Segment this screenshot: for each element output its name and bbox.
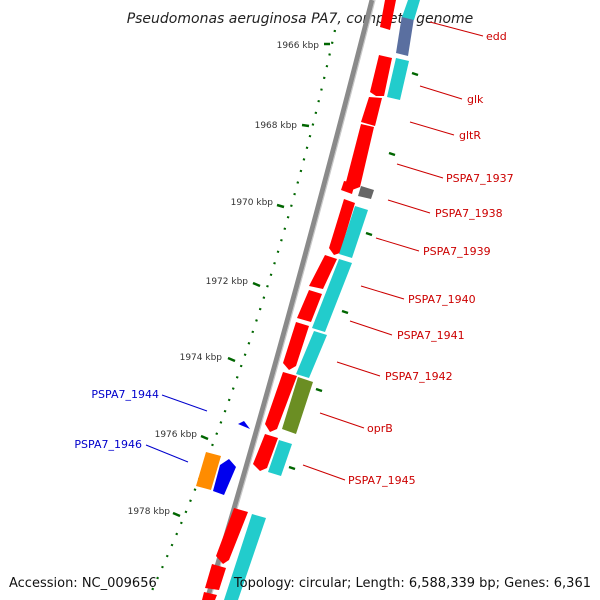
gene-block[interactable] (380, 0, 396, 30)
tick-label: 1976 kbp (155, 430, 198, 440)
tick-label: 1970 kbp (231, 198, 274, 208)
gene-label-oprb[interactable]: oprB (367, 422, 393, 435)
gene-block[interactable] (297, 290, 322, 322)
gene-label-gltr[interactable]: gltR (459, 129, 481, 142)
dotted-tick-arc (148, 29, 337, 596)
footer-right-bg (255, 570, 600, 594)
cds-track (224, 0, 420, 600)
blue-gene-labels: PSPA7_1944 PSPA7_1946 (74, 388, 159, 451)
red-leader-lines (302, 21, 484, 481)
gene-label-pspa7-1944[interactable]: PSPA7_1944 (91, 388, 159, 401)
genome-backbone (204, 0, 375, 600)
topology-text: Topology: circular; Length: 6,588,339 bp… (233, 576, 591, 591)
cds-block[interactable] (387, 58, 409, 100)
kbp-labels: 1966 kbp 1968 kbp 1970 kbp 1972 kbp 1974… (128, 41, 320, 517)
gene-block[interactable] (265, 372, 297, 432)
rna-block[interactable] (282, 377, 313, 434)
reverse-gene-block[interactable] (238, 421, 250, 429)
tick-label: 1978 kbp (128, 507, 171, 517)
cds-block[interactable] (402, 0, 420, 20)
reverse-cds-block[interactable] (196, 452, 221, 490)
tick-label: 1966 kbp (277, 41, 320, 51)
gene-block[interactable] (346, 124, 374, 190)
gene-label-pspa7-1938[interactable]: PSPA7_1938 (435, 207, 503, 220)
cds-block[interactable] (339, 206, 368, 258)
gene-block[interactable] (361, 97, 382, 126)
gene-block[interactable] (202, 592, 217, 600)
cds-block[interactable] (312, 259, 352, 332)
gene-block[interactable] (309, 255, 337, 289)
gene-label-pspa7-1942[interactable]: PSPA7_1942 (385, 370, 453, 383)
gene-block[interactable] (370, 55, 392, 96)
gene-block[interactable] (283, 322, 309, 370)
map-title: Pseudomonas aeruginosa PA7, complete gen… (127, 11, 474, 27)
kbp-ticks (172, 42, 419, 518)
gene-block[interactable] (216, 508, 248, 564)
cds-block[interactable] (224, 514, 266, 600)
pseudo-block[interactable] (396, 15, 414, 56)
tick-label: 1974 kbp (180, 353, 223, 363)
gene-block[interactable] (329, 199, 355, 255)
gene-label-pspa7-1940[interactable]: PSPA7_1940 (408, 293, 476, 306)
gene-label-pspa7-1946[interactable]: PSPA7_1946 (74, 438, 142, 451)
gene-label-pspa7-1945[interactable]: PSPA7_1945 (348, 474, 416, 487)
cds-block[interactable] (296, 331, 327, 378)
reverse-gene-block[interactable] (213, 459, 236, 495)
gene-block[interactable] (253, 434, 278, 471)
reverse-track (196, 421, 250, 495)
accession-text: Accession: NC_009656 (9, 576, 157, 591)
gene-label-pspa7-1941[interactable]: PSPA7_1941 (397, 329, 465, 342)
gene-label-pspa7-1937[interactable]: PSPA7_1937 (446, 172, 514, 185)
red-gene-labels: edd glk gltR PSPA7_1937 PSPA7_1938 PSPA7… (348, 30, 514, 487)
gene-label-pspa7-1939[interactable]: PSPA7_1939 (423, 245, 491, 258)
tick-label: 1972 kbp (206, 277, 249, 287)
gene-label-edd[interactable]: edd (486, 30, 507, 43)
forward-gene-track (202, 0, 396, 600)
cds-block[interactable] (268, 440, 292, 476)
gene-block[interactable] (341, 181, 355, 194)
gene-block[interactable] (205, 564, 226, 590)
blue-leader-lines (145, 394, 208, 463)
misc-block[interactable] (358, 186, 374, 199)
footer-left-bg (0, 570, 150, 594)
tick-label: 1968 kbp (255, 121, 298, 131)
gene-label-glk[interactable]: glk (467, 93, 484, 106)
